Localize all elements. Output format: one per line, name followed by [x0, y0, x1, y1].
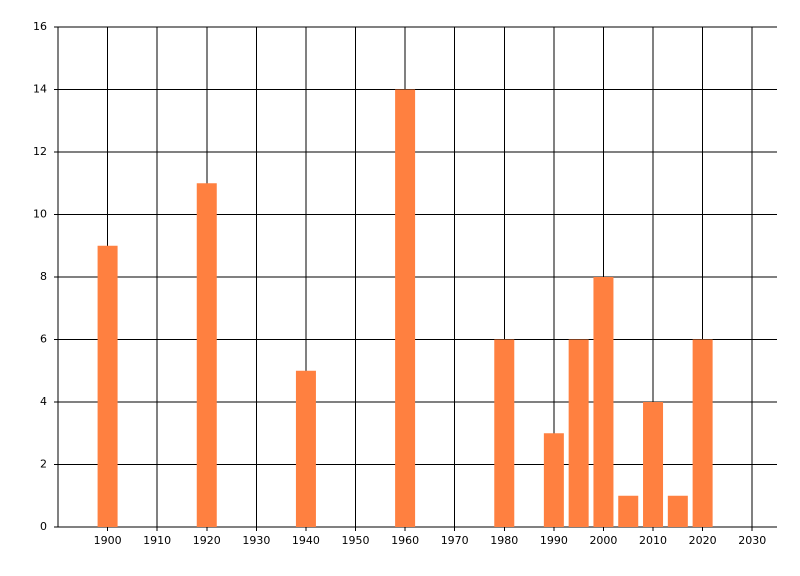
x-tick-label: 1970: [441, 534, 469, 547]
y-tick-label: 14: [33, 83, 47, 96]
bar: [618, 495, 639, 527]
x-tick-label: 1940: [292, 534, 320, 547]
x-tick-label: 1920: [193, 534, 221, 547]
y-tick-label: 8: [40, 270, 47, 283]
x-tick-label: 1990: [540, 534, 568, 547]
x-tick-label: 2010: [639, 534, 667, 547]
y-tick-label: 4: [40, 395, 47, 408]
x-tick-label: 2030: [738, 534, 766, 547]
x-tick-label: 2020: [689, 534, 717, 547]
y-tick-label: 12: [33, 145, 47, 158]
x-tick-label: 1900: [94, 534, 122, 547]
bar: [568, 339, 589, 527]
y-tick-label: 0: [40, 520, 47, 533]
bar: [295, 370, 316, 527]
x-tick-label: 1930: [242, 534, 270, 547]
x-tick-label: 1960: [391, 534, 419, 547]
bar: [494, 339, 515, 527]
bar: [667, 495, 688, 527]
y-tick-label: 16: [33, 20, 47, 33]
y-tick-label: 6: [40, 333, 47, 346]
bar: [593, 277, 614, 527]
bar: [643, 402, 664, 527]
y-tick-label: 2: [40, 458, 47, 471]
bar: [692, 339, 713, 527]
x-tick-label: 1980: [490, 534, 518, 547]
y-tick-label: 10: [33, 208, 47, 221]
bar: [196, 183, 217, 527]
bar: [97, 245, 118, 527]
x-tick-label: 1910: [143, 534, 171, 547]
bar: [543, 433, 564, 527]
x-tick-label: 2000: [589, 534, 617, 547]
bar: [395, 89, 416, 527]
x-tick-label: 1950: [342, 534, 370, 547]
